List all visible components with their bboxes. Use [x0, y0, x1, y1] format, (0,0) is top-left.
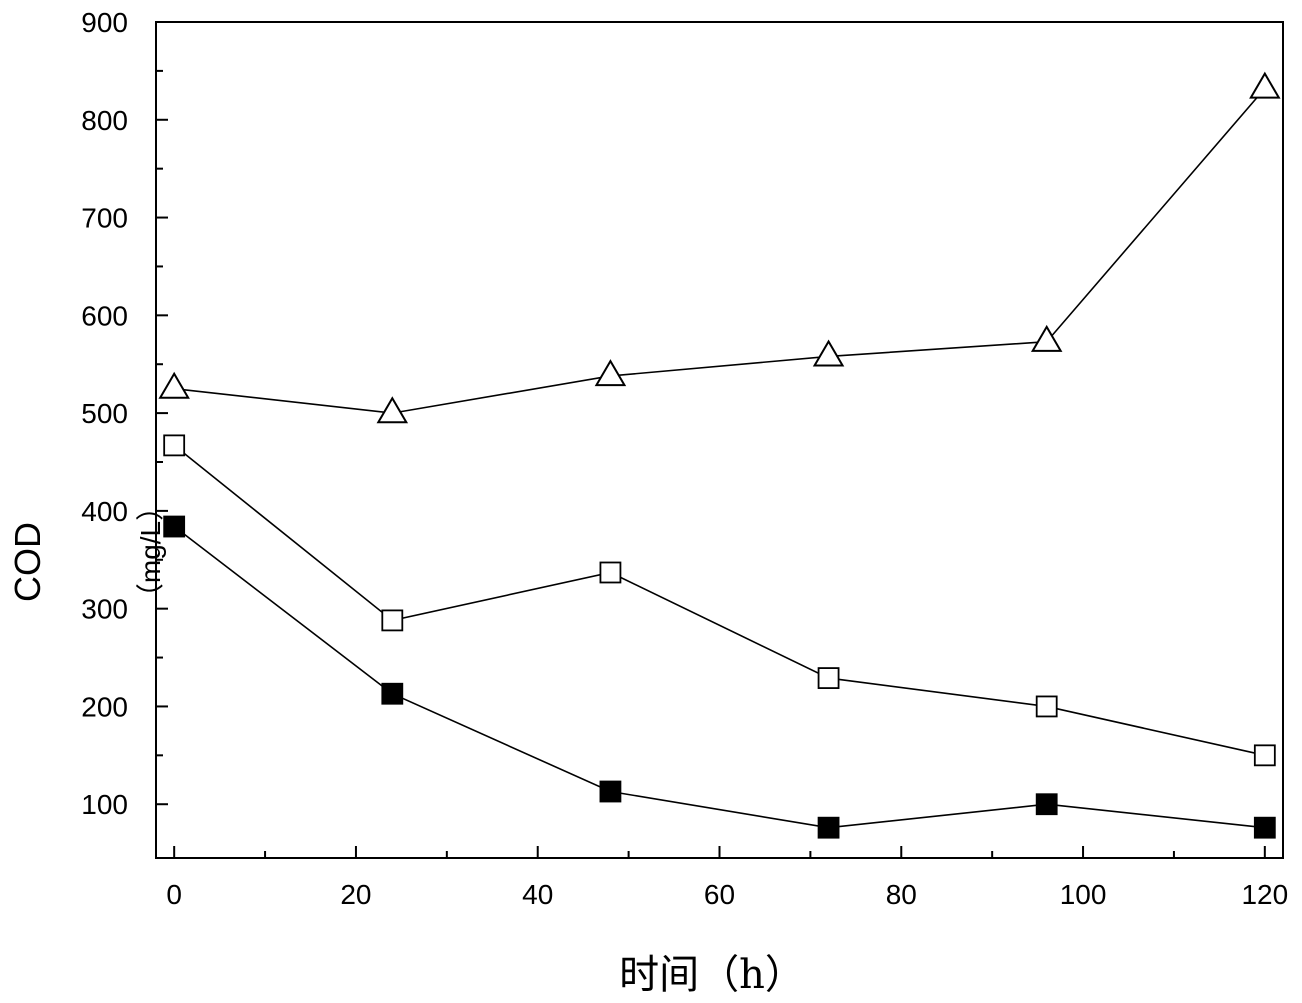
series-markers: [158, 71, 1281, 839]
data-point-triangle: [812, 339, 845, 367]
y-axis-label-group: COD: [7, 522, 48, 602]
y-tick-label: 600: [81, 300, 128, 331]
y-tick-label: 900: [81, 7, 128, 38]
y-tick-label: 700: [81, 203, 128, 234]
data-point-square-filled: [1035, 793, 1058, 816]
y-axis-unit-group: （mg/L）: [135, 493, 166, 611]
series-line-2: [173, 444, 1265, 757]
data-point-square-open: [817, 667, 840, 689]
data-point-square-open: [1035, 695, 1058, 718]
plot-frame: [155, 21, 1284, 859]
data-point-triangle: [1030, 324, 1063, 352]
y-axis-label: COD: [7, 522, 48, 602]
data-point-square-filled: [1253, 816, 1276, 839]
ticks: [156, 21, 1266, 858]
x-tick-label: 40: [522, 879, 553, 910]
data-point-triangle: [158, 371, 190, 399]
data-point-square-filled: [381, 682, 404, 705]
x-tick-label: 80: [886, 879, 917, 910]
data-point-square-filled: [599, 780, 622, 803]
data-point-square-open: [381, 609, 404, 632]
series-line-1: [174, 87, 1266, 414]
x-tick-label: 20: [340, 879, 371, 910]
x-tick-label: 120: [1241, 879, 1288, 910]
data-point-square-open: [163, 434, 186, 457]
series-line-3: [173, 525, 1265, 829]
y-tick-label: 200: [81, 691, 128, 722]
x-tick-label: 100: [1060, 879, 1107, 910]
data-point-square-filled: [817, 816, 840, 839]
x-axis-label: 时间（h）: [619, 952, 805, 998]
data-point-triangle: [1249, 71, 1281, 99]
data-point-square-open: [1253, 744, 1276, 767]
data-point-square-open: [599, 561, 622, 584]
axes: [155, 21, 1284, 859]
data-point-triangle: [594, 359, 627, 387]
y-tick-label: 800: [81, 105, 128, 136]
tick-labels: 0 20 40 60 80 100 120 100 200 300 400 500 600 700 800 9…: [81, 7, 1288, 910]
x-tick-label: 60: [704, 879, 735, 910]
y-tick-label: 500: [81, 398, 128, 429]
y-tick-label: 400: [81, 496, 128, 527]
y-tick-label: 100: [81, 789, 128, 820]
y-axis-unit: （mg/L）: [135, 493, 166, 611]
series-lines: [173, 87, 1266, 829]
y-tick-label: 300: [81, 594, 128, 625]
data-point-triangle: [376, 396, 409, 424]
data-point-square-filled: [163, 515, 186, 538]
x-tick-label: 0: [166, 879, 182, 910]
